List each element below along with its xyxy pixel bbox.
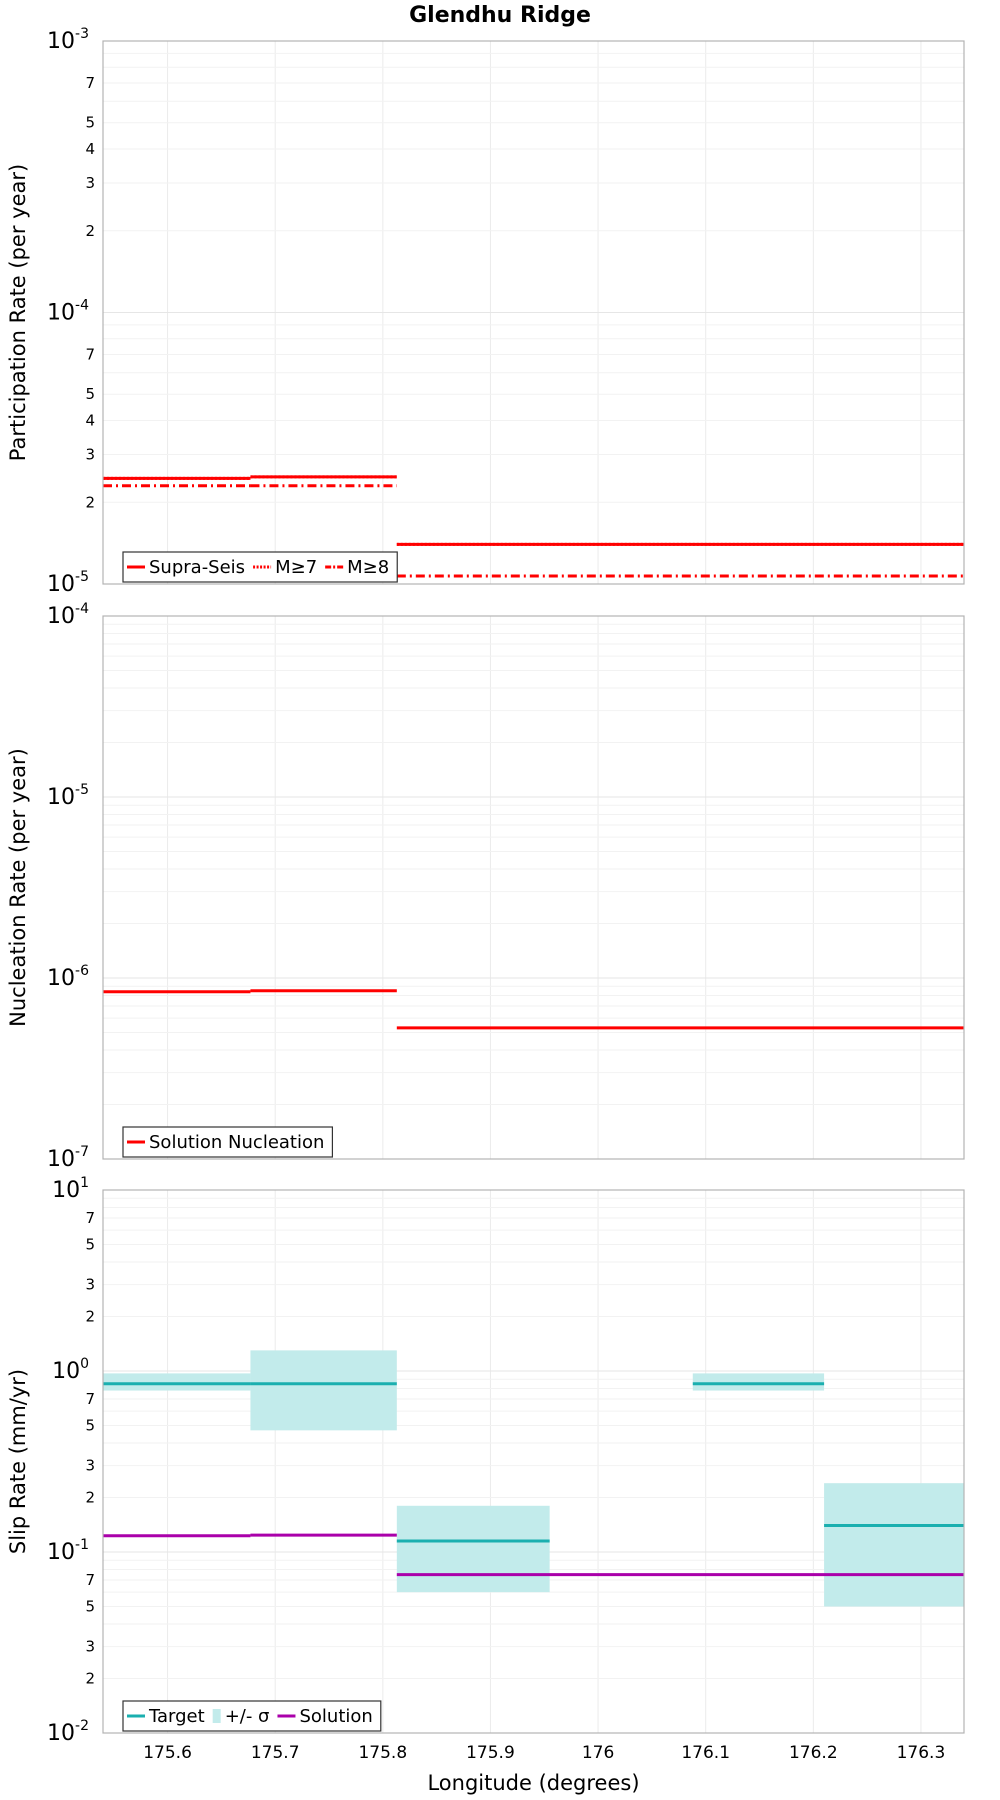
y-tick-label: 3 [85,1276,95,1294]
legend-swatch [212,1709,221,1723]
y-tick-label: 7 [85,74,95,92]
legend-label: Solution [299,1706,372,1727]
x-tick-label: 176 [582,1743,614,1763]
x-tick-label: 175.7 [251,1743,300,1763]
chart-panel-2: 10-7 10-6 10-5 10-4 Nucleation Rate (per yea… [6,601,965,1172]
y-tick-label: 10-5 [47,782,89,810]
y-tick-label: 101 [52,1175,89,1203]
chart-title: Glendhu Ridge [409,3,591,28]
legend: Solution Nucleation [122,1126,334,1158]
y-tick-label: 4 [85,412,95,430]
y-axis-label: Participation Rate (per year) [6,164,30,461]
x-tick-label: 176.1 [681,1743,730,1763]
legend-box [122,1700,382,1732]
legend-label: Target [148,1706,205,1727]
chart-panel-1: 10-5 2 3 4 5 7 10-4 2 3 4 5 7 10-3 Participation Rate… [6,26,965,597]
legend-box [122,1126,334,1158]
y-tick-label: 3 [85,1457,95,1475]
x-tick-label: 175.8 [358,1743,407,1763]
plot-frame [102,40,965,585]
x-tick-label: 176.3 [897,1743,946,1763]
y-tick-label: 2 [85,1308,95,1326]
y-tick-label: 2 [85,222,95,240]
sigma-band [692,1373,825,1391]
sigma-band [103,1373,251,1391]
y-tick-label: 5 [85,1416,95,1434]
legend-label: M≥8 [347,557,389,578]
y-tick-label: 10-6 [47,963,89,991]
y-tick-label: 7 [85,346,95,364]
x-tick-label: 176.2 [789,1743,838,1763]
x-tick-label: 175.6 [143,1743,192,1763]
y-axis-label: Nucleation Rate (per year) [6,748,30,1027]
y-tick-label: 10-4 [47,601,89,629]
sigma-band [824,1483,964,1607]
y-tick-label: 10-3 [47,26,89,54]
sigma-band [250,1350,397,1431]
plot-frame [102,615,965,1160]
y-tick-label: 3 [85,174,95,192]
y-tick-label: 10-5 [47,569,89,597]
y-tick-label: 7 [85,1390,95,1408]
legend-label: Supra-Seis [149,557,245,578]
y-tick-label: 10-1 [47,1537,89,1565]
plot-area [103,1190,964,1733]
chart-panel-3: 10-2 2 3 5 7 10-1 2 3 5 7 100 2 3 5 7 101 Slip Rate (mm/… [6,1175,965,1795]
y-tick-label: 10-2 [47,1718,89,1746]
sigma-band [396,1505,550,1593]
plot-frame [102,1189,965,1734]
legend-label: +/- σ [225,1706,270,1727]
legend-label: M≥7 [275,557,317,578]
y-tick-label: 100 [52,1356,89,1384]
x-tick-label: 175.9 [466,1743,515,1763]
y-tick-label: 5 [85,114,95,132]
y-tick-label: 2 [85,493,95,511]
plot-area [103,616,964,1159]
y-tick-label: 3 [85,445,95,463]
y-tick-label: 7 [85,1571,95,1589]
y-tick-label: 10-7 [47,1144,89,1172]
y-tick-label: 2 [85,1489,95,1507]
y-tick-label: 5 [85,1597,95,1615]
y-tick-label: 2 [85,1670,95,1688]
y-tick-label: 10-4 [47,298,89,326]
y-tick-label: 3 [85,1638,95,1656]
x-axis-label: Longitude (degrees) [427,1771,639,1795]
legend: Target +/- σ Solution [122,1700,382,1732]
legend-label: Solution Nucleation [149,1132,324,1153]
legend: Supra-Seis M≥7 M≥8 [122,551,398,583]
y-tick-label: 4 [85,140,95,158]
y-tick-label: 5 [85,1235,95,1253]
y-axis-label: Slip Rate (mm/yr) [6,1369,30,1554]
y-tick-label: 5 [85,385,95,403]
y-tick-label: 7 [85,1209,95,1227]
